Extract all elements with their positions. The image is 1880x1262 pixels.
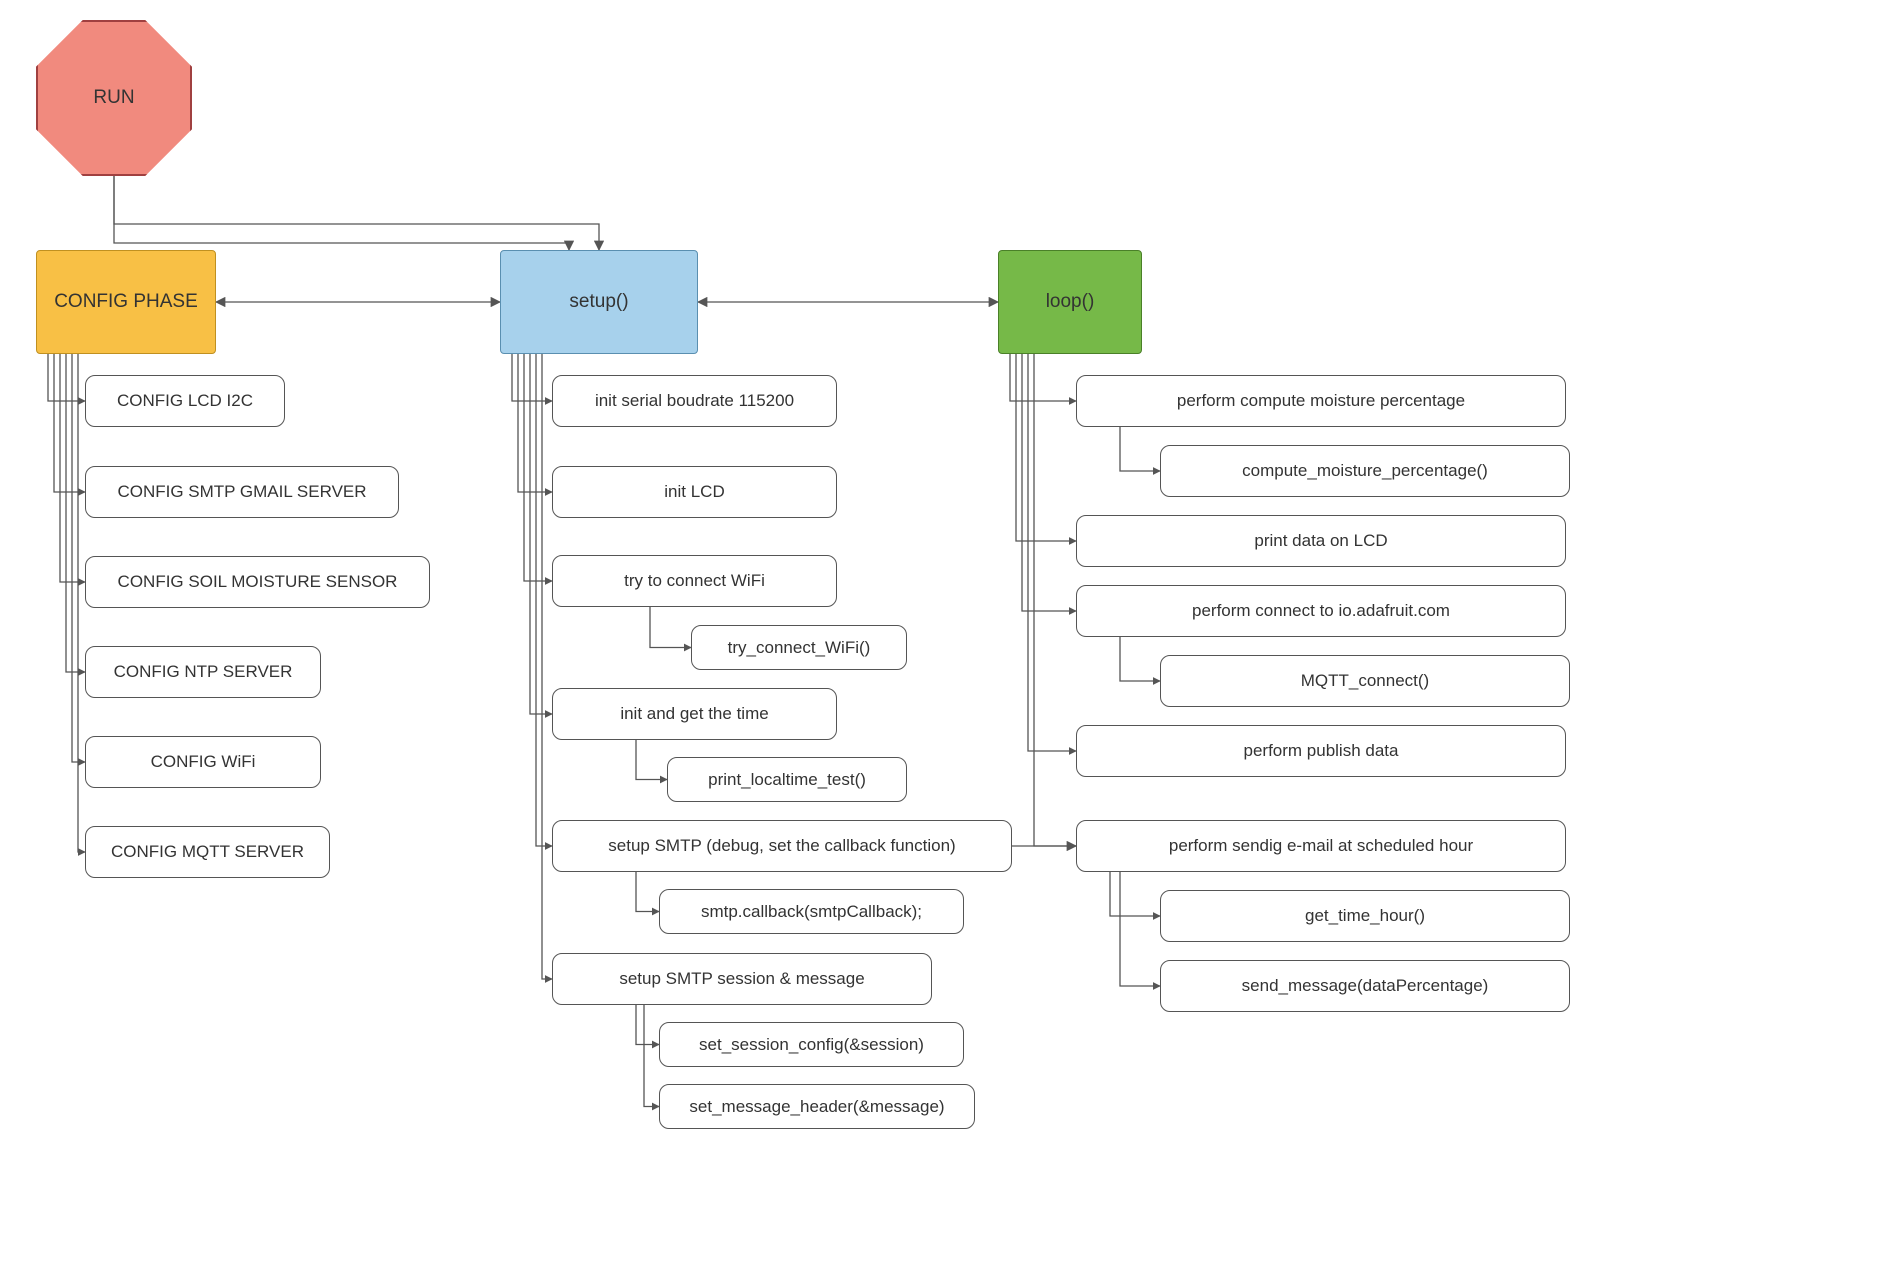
node-loop-label: loop() (1046, 291, 1095, 313)
node-s2-label: init LCD (664, 482, 724, 502)
node-cfg1-label: CONFIG LCD I2C (117, 391, 253, 411)
node-l1a: compute_moisture_percentage() (1160, 445, 1570, 497)
node-s6b: set_message_header(&message) (659, 1084, 975, 1129)
node-run: RUN (36, 20, 192, 176)
node-s6: setup SMTP session & message (552, 953, 932, 1005)
node-l4: perform publish data (1076, 725, 1566, 777)
node-l3: perform connect to io.adafruit.com (1076, 585, 1566, 637)
node-setup-label: setup() (569, 291, 628, 313)
node-l5a-label: get_time_hour() (1305, 906, 1425, 926)
node-s6a: set_session_config(&session) (659, 1022, 964, 1067)
node-cfg6: CONFIG MQTT SERVER (85, 826, 330, 878)
node-cfg3-label: CONFIG SOIL MOISTURE SENSOR (118, 572, 398, 592)
node-cfg6-label: CONFIG MQTT SERVER (111, 842, 304, 862)
node-l1-label: perform compute moisture percentage (1177, 391, 1465, 411)
node-l5-label: perform sendig e-mail at scheduled hour (1169, 836, 1473, 856)
node-s6-label: setup SMTP session & message (619, 969, 864, 989)
node-s5-label: setup SMTP (debug, set the callback func… (608, 836, 955, 856)
node-l2: print data on LCD (1076, 515, 1566, 567)
node-l3a-label: MQTT_connect() (1301, 671, 1429, 691)
node-l1a-label: compute_moisture_percentage() (1242, 461, 1488, 481)
node-s4-label: init and get the time (620, 704, 768, 724)
node-cfg5: CONFIG WiFi (85, 736, 321, 788)
node-cfg4: CONFIG NTP SERVER (85, 646, 321, 698)
node-l5b: send_message(dataPercentage) (1160, 960, 1570, 1012)
node-l2-label: print data on LCD (1254, 531, 1387, 551)
node-s4a-label: print_localtime_test() (708, 770, 866, 790)
node-l5b-label: send_message(dataPercentage) (1242, 976, 1489, 996)
node-config: CONFIG PHASE (36, 250, 216, 354)
node-s6b-label: set_message_header(&message) (689, 1097, 944, 1117)
node-s3-label: try to connect WiFi (624, 571, 765, 591)
node-run-label: RUN (36, 20, 192, 176)
node-cfg5-label: CONFIG WiFi (151, 752, 256, 772)
node-s3a-label: try_connect_WiFi() (728, 638, 871, 658)
node-s5a-label: smtp.callback(smtpCallback); (701, 902, 922, 922)
node-cfg1: CONFIG LCD I2C (85, 375, 285, 427)
node-l5: perform sendig e-mail at scheduled hour (1076, 820, 1566, 872)
node-l5a: get_time_hour() (1160, 890, 1570, 942)
node-setup: setup() (500, 250, 698, 354)
node-s6a-label: set_session_config(&session) (699, 1035, 924, 1055)
node-s1: init serial boudrate 115200 (552, 375, 837, 427)
node-l3a: MQTT_connect() (1160, 655, 1570, 707)
node-l1: perform compute moisture percentage (1076, 375, 1566, 427)
node-s3: try to connect WiFi (552, 555, 837, 607)
node-loop: loop() (998, 250, 1142, 354)
node-cfg4-label: CONFIG NTP SERVER (114, 662, 293, 682)
node-cfg3: CONFIG SOIL MOISTURE SENSOR (85, 556, 430, 608)
node-s2: init LCD (552, 466, 837, 518)
node-l4-label: perform publish data (1244, 741, 1399, 761)
node-config-label: CONFIG PHASE (54, 291, 198, 313)
node-s3a: try_connect_WiFi() (691, 625, 907, 670)
node-cfg2: CONFIG SMTP GMAIL SERVER (85, 466, 399, 518)
node-s5a: smtp.callback(smtpCallback); (659, 889, 964, 934)
node-s1-label: init serial boudrate 115200 (595, 391, 794, 411)
node-s4: init and get the time (552, 688, 837, 740)
node-l3-label: perform connect to io.adafruit.com (1192, 601, 1450, 621)
node-cfg2-label: CONFIG SMTP GMAIL SERVER (117, 482, 366, 502)
node-s4a: print_localtime_test() (667, 757, 907, 802)
node-s5: setup SMTP (debug, set the callback func… (552, 820, 1012, 872)
